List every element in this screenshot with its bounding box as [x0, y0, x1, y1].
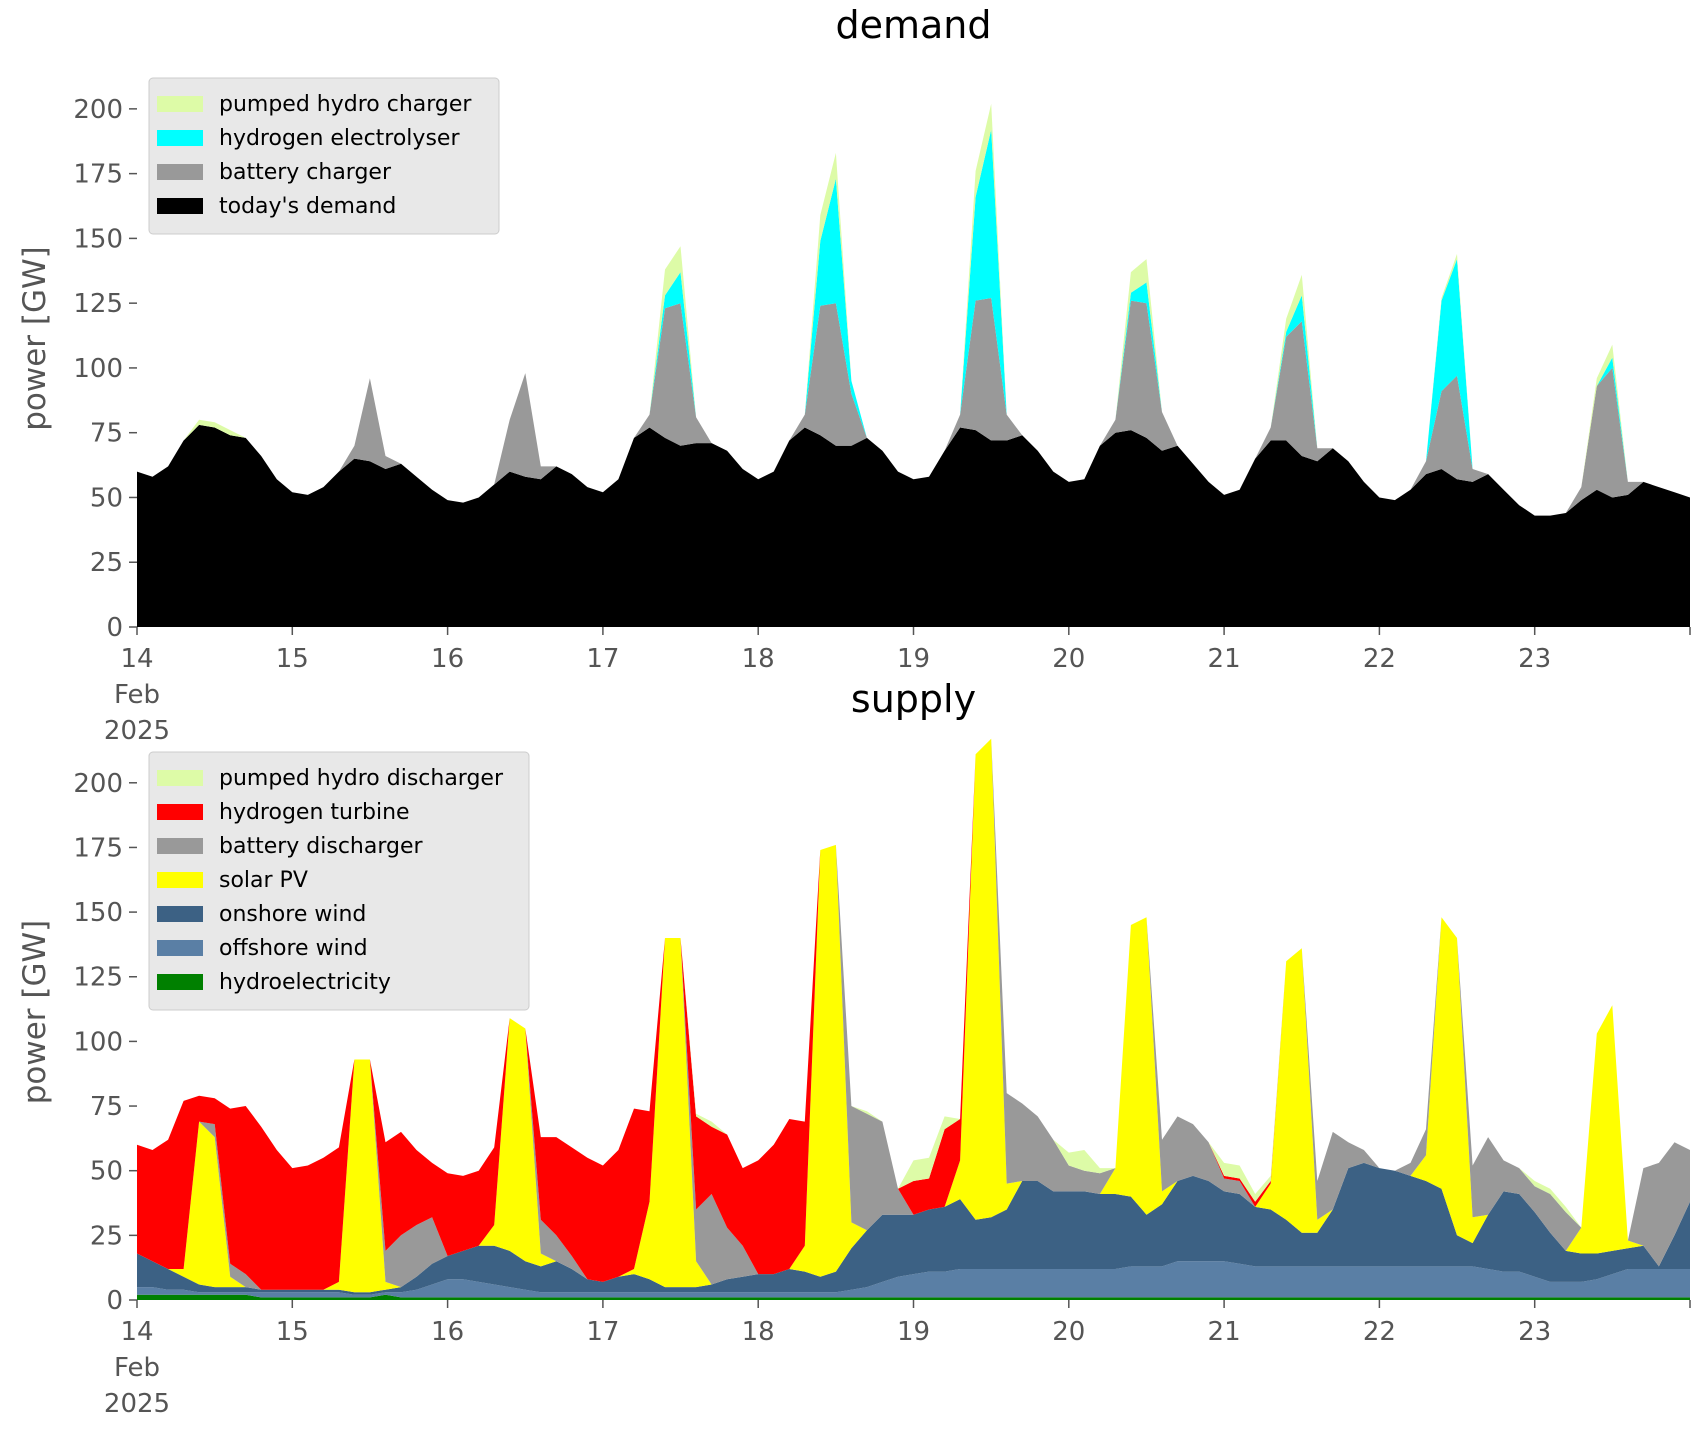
- x-tick-label: 16: [431, 644, 464, 674]
- chart-title: demand: [835, 3, 991, 47]
- x-tick-label: 16: [431, 1317, 464, 1347]
- legend-swatch-onshore-wind: [157, 906, 203, 922]
- x-tick-label: 23: [1518, 1317, 1551, 1347]
- y-tick-label: 25: [90, 548, 123, 578]
- y-tick-label: 125: [73, 289, 123, 319]
- area-today-s-demand: [137, 424, 1690, 627]
- legend-label-pumped-hydro-charger: pumped hydro charger: [219, 92, 472, 117]
- x-tick-label: 22: [1363, 1317, 1396, 1347]
- legend-swatch-hydrogen-turbine: [157, 804, 203, 820]
- x-tick-label: 18: [742, 644, 775, 674]
- legend-swatch-today-s-demand: [157, 198, 203, 214]
- legend: [148, 751, 530, 1011]
- legend-swatch-hydrogen-electrolyser: [157, 130, 203, 146]
- legend-swatch-hydroelectricity: [157, 974, 203, 990]
- area-offshore-wind: [137, 1261, 1690, 1298]
- y-tick-label: 175: [73, 160, 123, 190]
- legend-label-hydrogen-turbine: hydrogen turbine: [219, 800, 410, 825]
- area-hydrogen-turbine: [137, 738, 1690, 1290]
- y-tick-label: 50: [90, 483, 123, 513]
- legend-swatch-pumped-hydro-charger: [157, 96, 203, 112]
- x-tick-label: 14 Feb 2025: [104, 644, 170, 746]
- legend-label-onshore-wind: onshore wind: [219, 902, 366, 927]
- legend-label-hydrogen-electrolyser: hydrogen electrolyser: [219, 126, 460, 151]
- supply-chart: supply 0 25 50 75 100 125 150 175 200 power [GW] 14…: [17, 677, 1691, 1419]
- y-tick-label: 175: [73, 833, 123, 863]
- legend-label-offshore-wind: offshore wind: [219, 936, 368, 961]
- chart-title: supply: [851, 677, 976, 721]
- y-axis-label: power [GW]: [17, 920, 53, 1105]
- area-solar-pv: [137, 738, 1690, 1293]
- x-tick-label: 14 Feb 2025: [104, 1317, 170, 1419]
- x-tick-label: 23: [1518, 644, 1551, 674]
- y-tick-label: 150: [73, 898, 123, 928]
- legend-label-pumped-hydro-discharger: pumped hydro discharger: [219, 766, 504, 791]
- y-tick-label: 100: [73, 1027, 123, 1057]
- y-tick-label: 50: [90, 1157, 123, 1187]
- legend-swatch-solar-pv: [157, 872, 203, 888]
- legend-swatch-battery-charger: [157, 164, 203, 180]
- x-tick-label: 21: [1208, 644, 1241, 674]
- x-tick-label: 19: [897, 1317, 930, 1347]
- x-tick-label: 19: [897, 644, 930, 674]
- y-tick-label: 0: [106, 1286, 123, 1316]
- x-tick-label: 22: [1363, 644, 1396, 674]
- legend-swatch-pumped-hydro-discharger: [157, 770, 203, 786]
- y-tick-label: 125: [73, 963, 123, 993]
- y-tick-label: 25: [90, 1221, 123, 1251]
- y-axis-label: power [GW]: [17, 246, 53, 431]
- x-tick-label: 15: [276, 1317, 309, 1347]
- y-tick-label: 0: [106, 613, 123, 643]
- x-tick-label: 15: [276, 644, 309, 674]
- legend-label-hydroelectricity: hydroelectricity: [219, 970, 391, 995]
- y-tick-label: 150: [73, 224, 123, 254]
- x-tick-label: 20: [1052, 1317, 1085, 1347]
- demand-chart: demand 0 25 50 75 100 125 150 175 200 power [GW] 14…: [17, 3, 1691, 746]
- legend-swatch-battery-discharger: [157, 838, 203, 854]
- legend: [148, 77, 500, 235]
- y-tick-label: 200: [73, 769, 123, 799]
- y-tick-label: 100: [73, 354, 123, 384]
- legend-label-solar-pv: solar PV: [219, 868, 308, 893]
- legend-swatch-offshore-wind: [157, 940, 203, 956]
- x-tick-label: 20: [1052, 644, 1085, 674]
- area-battery-charger: [137, 298, 1690, 516]
- x-tick-label: 17: [586, 1317, 619, 1347]
- y-tick-label: 75: [90, 1092, 123, 1122]
- y-tick-label: 200: [73, 95, 123, 125]
- legend-label-battery-discharger: battery discharger: [219, 834, 424, 859]
- x-tick-label: 21: [1208, 1317, 1241, 1347]
- legend-label-today-s-demand: today's demand: [219, 194, 396, 219]
- x-tick-label: 17: [586, 644, 619, 674]
- legend-label-battery-charger: battery charger: [219, 160, 392, 185]
- area-onshore-wind: [137, 1162, 1690, 1295]
- x-tick-label: 18: [742, 1317, 775, 1347]
- y-tick-label: 75: [90, 419, 123, 449]
